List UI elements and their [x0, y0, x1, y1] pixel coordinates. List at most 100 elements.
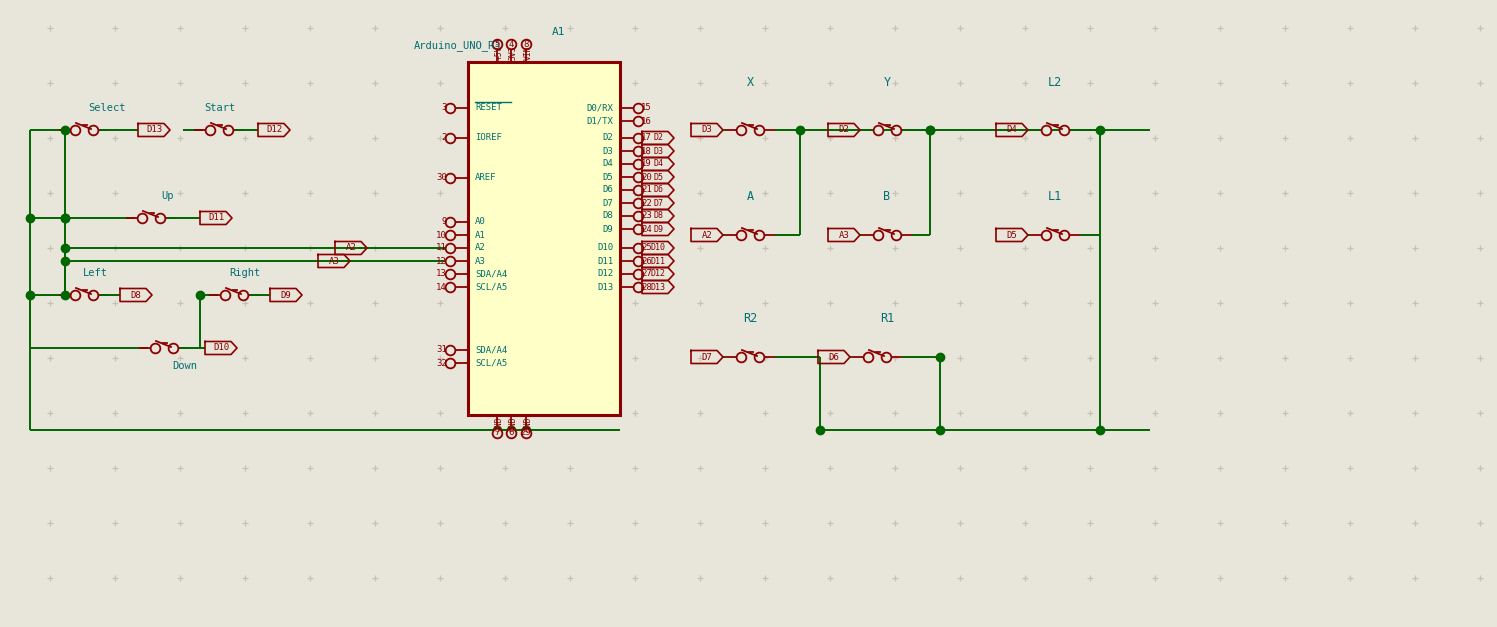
Text: D11: D11: [208, 214, 225, 223]
Text: 3V3: 3V3: [509, 46, 518, 60]
Text: D9: D9: [280, 290, 292, 300]
Text: 29: 29: [521, 428, 531, 437]
Text: 9: 9: [442, 218, 448, 226]
Text: GND: GND: [524, 417, 533, 431]
Text: 27: 27: [641, 270, 651, 278]
Text: 28: 28: [641, 283, 651, 292]
Text: 6: 6: [509, 428, 513, 437]
Text: A1: A1: [552, 27, 566, 37]
Text: 13: 13: [436, 270, 448, 278]
Text: 19: 19: [641, 159, 651, 169]
Text: D13: D13: [597, 283, 612, 292]
Text: D7: D7: [602, 199, 612, 208]
Text: D4: D4: [653, 159, 663, 169]
Text: 2: 2: [442, 134, 448, 142]
Text: 8: 8: [524, 40, 528, 49]
Text: 31: 31: [436, 345, 448, 354]
Text: 15: 15: [641, 103, 651, 112]
Text: 17: 17: [641, 134, 651, 142]
Text: 18: 18: [641, 147, 651, 155]
Text: D0/RX: D0/RX: [587, 103, 612, 112]
Text: D13: D13: [145, 125, 162, 135]
Text: A3: A3: [329, 256, 340, 265]
Text: GND: GND: [509, 417, 518, 431]
Text: 30: 30: [436, 174, 448, 182]
Text: 20: 20: [641, 172, 651, 181]
Text: D12: D12: [651, 270, 666, 278]
Text: D6: D6: [653, 186, 663, 194]
Text: AREF: AREF: [475, 174, 497, 182]
Text: A0: A0: [475, 218, 485, 226]
Text: D5: D5: [602, 172, 612, 181]
Text: D13: D13: [651, 283, 666, 292]
Text: D8: D8: [653, 211, 663, 221]
Text: L1: L1: [1048, 191, 1063, 204]
Text: Arduino_UNO_R3: Arduino_UNO_R3: [415, 41, 501, 51]
Text: 12: 12: [436, 256, 448, 265]
Text: 10: 10: [436, 231, 448, 240]
Text: D10: D10: [597, 243, 612, 253]
Text: X: X: [747, 75, 753, 88]
Text: D8: D8: [130, 290, 141, 300]
Text: D11: D11: [597, 256, 612, 265]
Text: 24: 24: [641, 224, 651, 233]
Text: 21: 21: [641, 186, 651, 194]
Text: GND: GND: [494, 417, 503, 431]
Text: D8: D8: [602, 211, 612, 221]
Text: IOREF: IOREF: [475, 134, 501, 142]
Text: A3: A3: [838, 231, 849, 240]
Text: A1: A1: [475, 231, 485, 240]
Bar: [469, 62, 620, 415]
Text: D4: D4: [1006, 125, 1018, 135]
Text: D11: D11: [651, 256, 666, 265]
Text: D2: D2: [838, 125, 849, 135]
Text: 32: 32: [436, 359, 448, 367]
Text: D5: D5: [1006, 231, 1018, 240]
Text: R1: R1: [880, 312, 894, 325]
Text: D1/TX: D1/TX: [587, 117, 612, 125]
Text: D7: D7: [653, 199, 663, 208]
Text: Start: Start: [205, 103, 235, 113]
Text: 5: 5: [494, 40, 500, 49]
Text: D4: D4: [602, 159, 612, 169]
Text: D10: D10: [213, 344, 229, 352]
Text: 3: 3: [442, 103, 448, 112]
Text: A2: A2: [702, 231, 713, 240]
Text: D9: D9: [653, 224, 663, 233]
Text: 4: 4: [509, 40, 513, 49]
Text: 26: 26: [641, 256, 651, 265]
Text: 16: 16: [641, 117, 651, 125]
Text: SCL/A5: SCL/A5: [475, 359, 507, 367]
Text: D12: D12: [597, 270, 612, 278]
Text: Left: Left: [82, 268, 108, 278]
Text: D2: D2: [653, 134, 663, 142]
Text: 7: 7: [494, 428, 500, 437]
Text: R2: R2: [743, 312, 757, 325]
Text: D3: D3: [653, 147, 663, 155]
Text: A: A: [747, 191, 753, 204]
Text: Y: Y: [883, 75, 891, 88]
Text: Down: Down: [172, 361, 198, 371]
Text: 11: 11: [436, 243, 448, 253]
Text: SDA/A4: SDA/A4: [475, 270, 507, 278]
Text: 25: 25: [641, 243, 651, 253]
Text: Select: Select: [88, 103, 126, 113]
Text: L2: L2: [1048, 75, 1063, 88]
Text: +5V: +5V: [494, 46, 503, 60]
Text: Up: Up: [162, 191, 174, 201]
Text: A2: A2: [346, 243, 356, 253]
Text: 22: 22: [641, 199, 651, 208]
Text: D5: D5: [653, 172, 663, 181]
Text: SCL/A5: SCL/A5: [475, 283, 507, 292]
Text: B: B: [883, 191, 891, 204]
Text: Right: Right: [229, 268, 260, 278]
Text: RESET: RESET: [475, 103, 501, 112]
Text: D3: D3: [602, 147, 612, 155]
Text: D6: D6: [829, 352, 840, 362]
Text: D10: D10: [651, 243, 666, 253]
Text: D9: D9: [602, 224, 612, 233]
Text: D2: D2: [602, 134, 612, 142]
Text: 14: 14: [436, 283, 448, 292]
Text: A3: A3: [475, 256, 485, 265]
Text: D6: D6: [602, 186, 612, 194]
